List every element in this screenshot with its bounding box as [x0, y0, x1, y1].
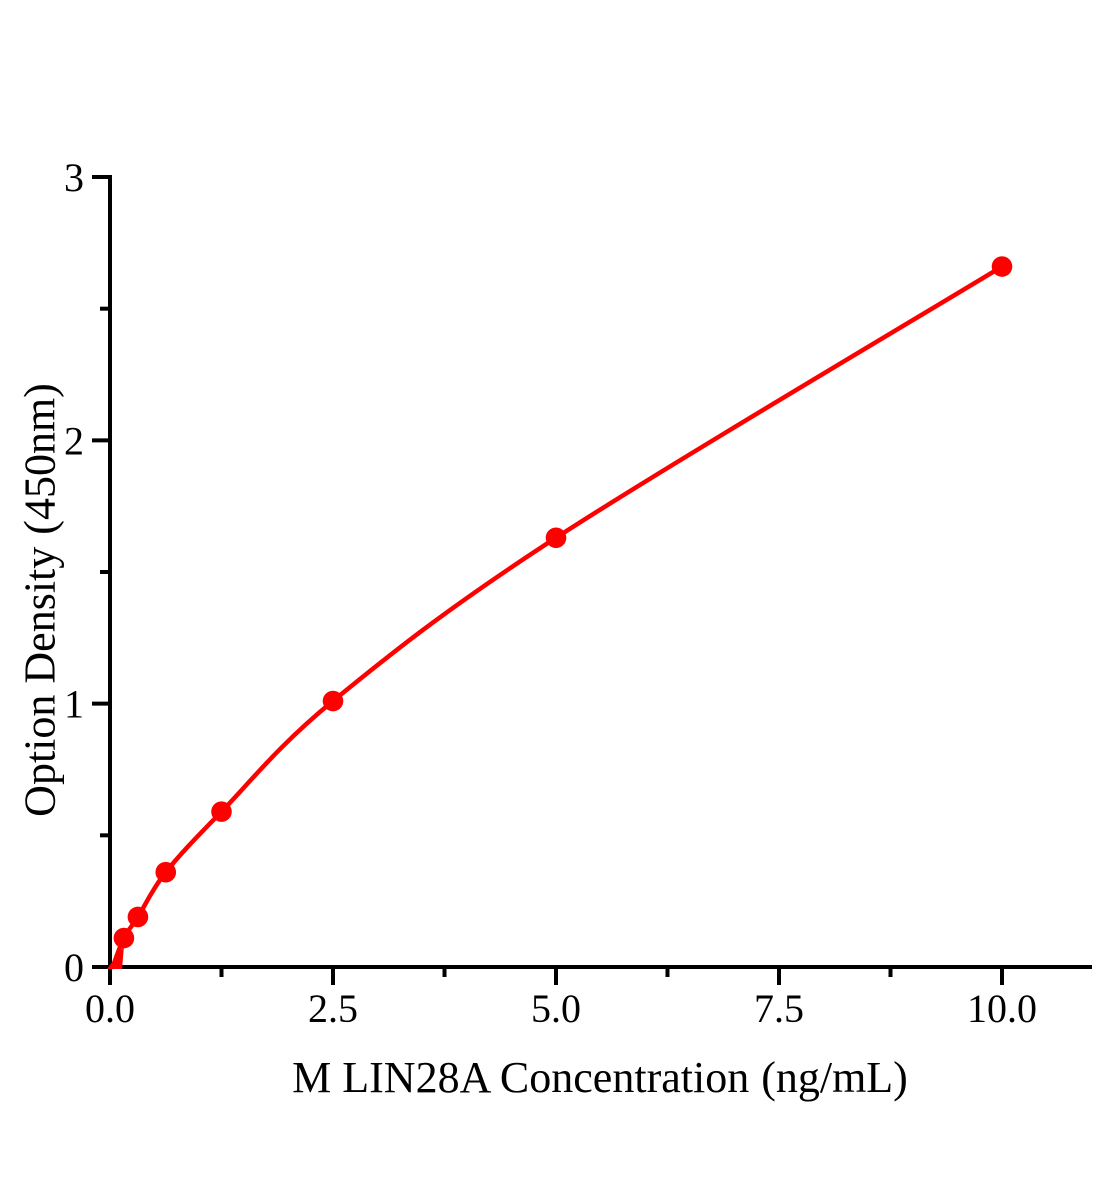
x-axis-title-text: M LIN28A Concentration [292, 1053, 750, 1102]
standard-curve-line [110, 264, 1005, 970]
x-tick-label: 5.0 [531, 986, 581, 1031]
x-axis-title-unit: (ng/mL) [761, 1053, 908, 1102]
data-point [322, 690, 344, 712]
y-tick-label: 3 [64, 155, 84, 200]
data-point [545, 527, 567, 549]
y-axis-title: Option Density (450nm) [15, 383, 66, 817]
data-point [991, 256, 1013, 277]
y-tick-label: 2 [64, 418, 84, 463]
x-tick-label: 10.0 [967, 986, 1037, 1031]
y-axis-title-text: Option Density [15, 546, 65, 817]
data-point [113, 927, 135, 949]
x-tick-label: 2.5 [308, 986, 358, 1031]
y-tick-label: 0 [64, 945, 84, 990]
y-axis-title-unit: (450nm) [15, 383, 65, 535]
y-tick-label: 1 [64, 682, 84, 727]
x-axis-title: M LIN28A Concentration (ng/mL) [108, 1052, 1092, 1103]
x-tick-label: 7.5 [754, 986, 804, 1031]
data-point [127, 906, 149, 928]
curve-origin-wedge [107, 946, 124, 969]
x-tick-label: 0.0 [85, 986, 135, 1031]
data-point [155, 861, 177, 883]
data-point [211, 801, 232, 822]
